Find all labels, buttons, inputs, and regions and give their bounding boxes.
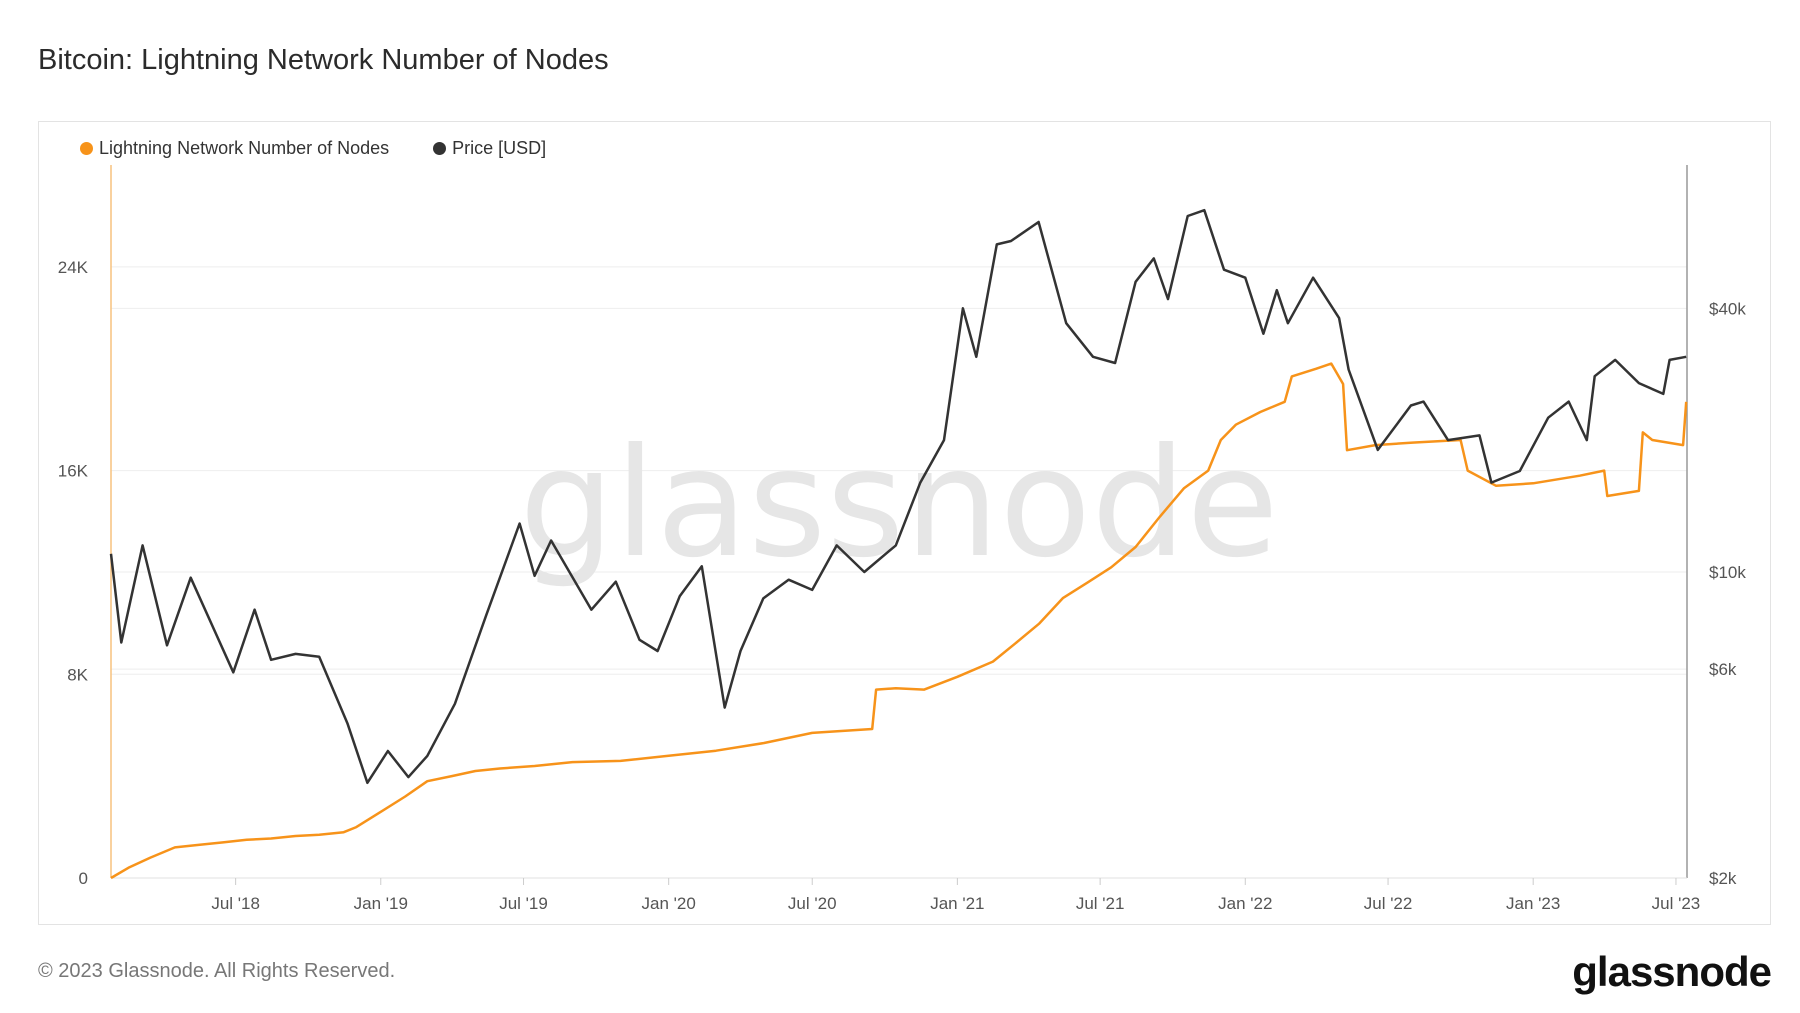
legend-item-price[interactable]: Price [USD] [433,138,546,159]
y-left-tick-label: 16K [58,462,89,481]
x-tick-label: Jan '21 [930,894,984,913]
x-tick-label: Jan '23 [1506,894,1560,913]
legend-label: Price [USD] [452,138,547,158]
y-left-tick-label: 0 [79,869,88,888]
legend: Lightning Network Number of Nodes Price … [80,138,546,159]
x-tick-label: Jul '23 [1652,894,1701,913]
y-right-tick-label: $10k [1709,563,1746,582]
glassnode-logo: glassnode [1572,948,1772,995]
copyright: © 2023 Glassnode. All Rights Reserved. [38,960,396,982]
y-right-tick-label: $2k [1709,869,1737,888]
nodes-series-line [110,362,1688,880]
y-left-tick-label: 24K [58,258,89,277]
x-tick-label: Jan '20 [642,894,696,913]
legend-dot-icon [433,142,447,155]
y-right-tick-label: $40k [1709,299,1746,318]
chart-frame [38,121,1771,925]
y-right-tick-label: $6k [1709,660,1737,679]
chart-title: Bitcoin: Lightning Network Number of Nod… [38,44,609,76]
y-left-tick-label: 8K [67,665,88,684]
x-tick-label: Jul '18 [211,894,260,913]
x-tick-label: Jul '19 [499,894,548,913]
x-tick-label: Jul '20 [788,894,837,913]
legend-label: Lightning Network Number of Nodes [99,138,390,158]
price-series-line [109,208,1687,785]
x-tick-label: Jan '22 [1218,894,1272,913]
watermark: glassnode [519,417,1278,591]
legend-item-nodes[interactable]: Lightning Network Number of Nodes [80,138,389,159]
legend-dot-icon [80,142,93,155]
x-tick-label: Jul '21 [1076,894,1125,913]
x-tick-label: Jan '19 [354,894,408,913]
x-tick-label: Jul '22 [1364,894,1413,913]
